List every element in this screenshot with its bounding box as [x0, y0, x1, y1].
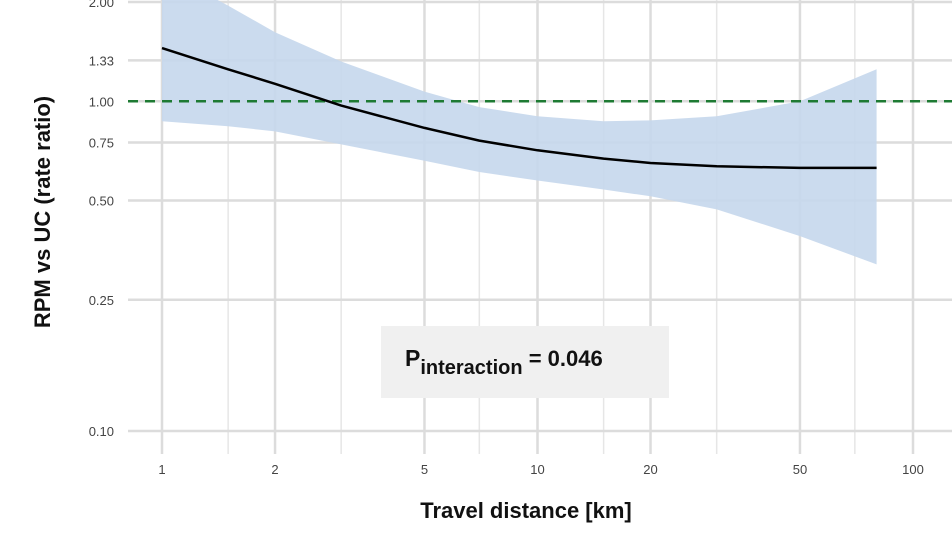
y-axis-title: RPM vs UC (rate ratio) [30, 96, 55, 328]
x-tick-label: 100 [902, 462, 924, 477]
x-tick-label: 5 [421, 462, 428, 477]
x-axis-title: Travel distance [km] [420, 498, 632, 523]
confidence-band [162, 0, 877, 265]
estimate-line [161, 46, 877, 170]
y-tick-label: 0.75 [89, 135, 114, 150]
annotation-text: Pinteraction = 0.046 [405, 345, 603, 379]
confidence-band-layer [162, 0, 877, 265]
annotation-value: = 0.046 [523, 346, 603, 371]
y-tick-label: 0.50 [89, 194, 114, 209]
x-tick-label: 50 [793, 462, 807, 477]
y-tick-label: 2.00 [89, 0, 114, 10]
x-tick-label: 2 [271, 462, 278, 477]
estimate-line-layer [161, 46, 877, 170]
x-tick-label: 1 [158, 462, 165, 477]
annotation-main: P [405, 345, 420, 371]
annotation-subscript: interaction [420, 357, 522, 379]
y-tick-label: 1.00 [89, 94, 114, 109]
x-tick-labels: 1 2 5 10 20 50 100 [158, 462, 923, 477]
x-tick-label: 20 [643, 462, 657, 477]
x-tick-label: 10 [530, 462, 544, 477]
annotation-box: Pinteraction = 0.046 [381, 326, 669, 398]
y-tick-labels: 0.10 0.25 0.50 0.75 1.00 1.33 2.00 [89, 0, 114, 439]
y-tick-label: 1.33 [89, 53, 114, 68]
y-tick-label: 0.10 [89, 424, 114, 439]
y-tick-label: 0.25 [89, 293, 114, 308]
annotation-background [381, 326, 669, 398]
